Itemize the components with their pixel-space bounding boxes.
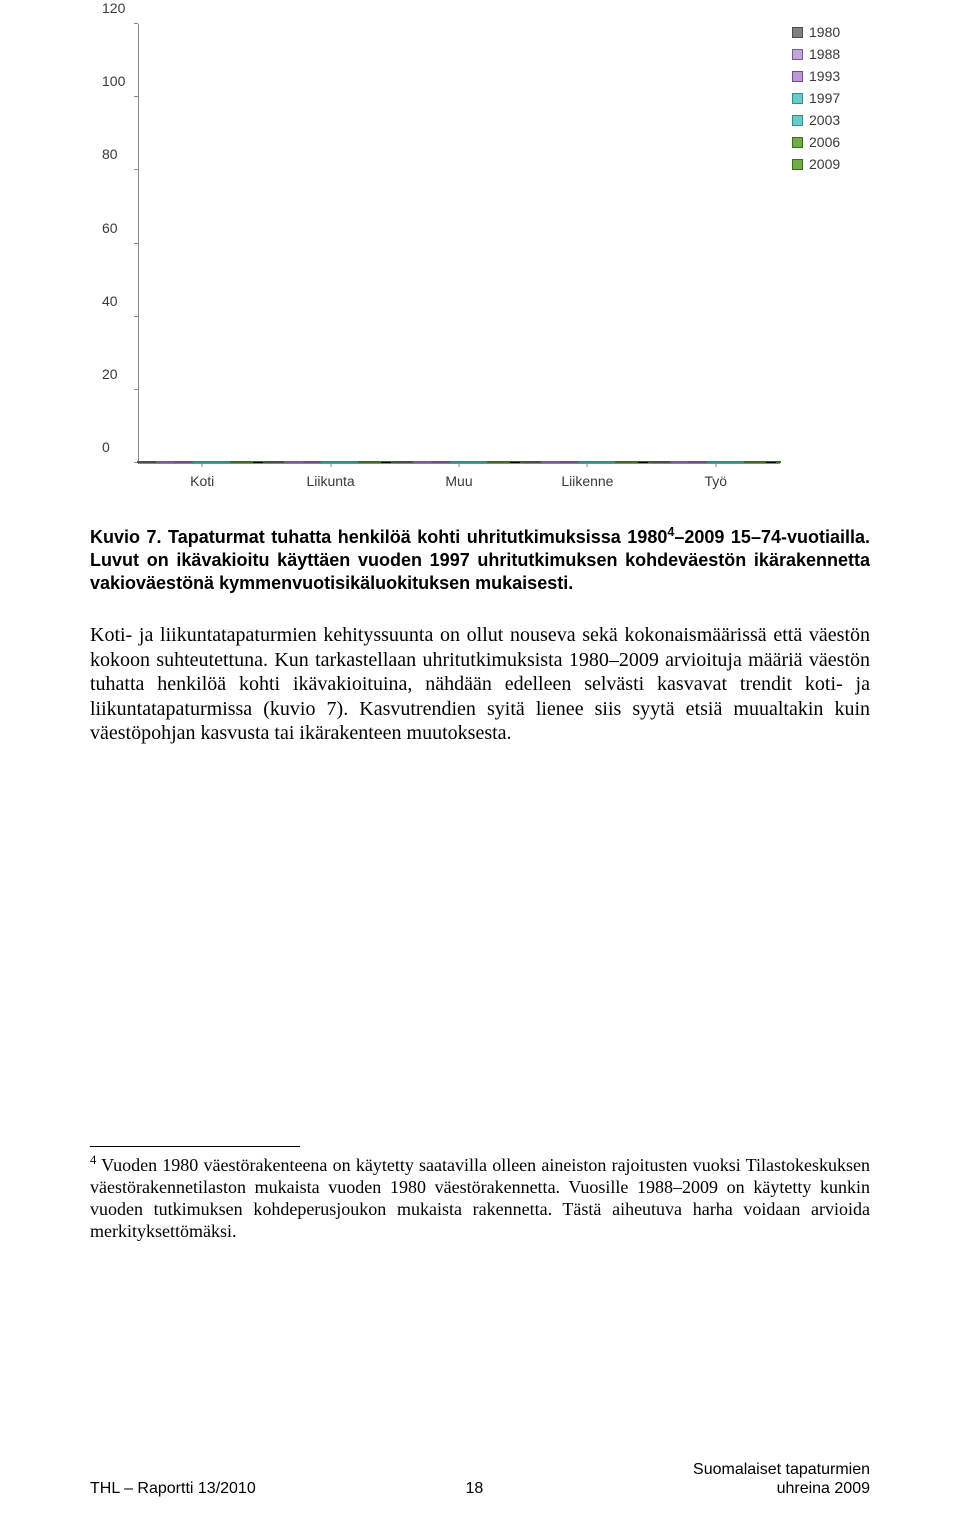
footer-page-number: 18 (256, 1480, 693, 1498)
x-axis-category-label: Koti (190, 473, 214, 489)
y-axis-tick-mark (134, 243, 138, 244)
footer-right: Suomalaiset tapaturmien uhreina 2009 (693, 1460, 870, 1498)
legend-item: 2006 (792, 134, 870, 150)
bar (303, 461, 322, 463)
y-axis-tick-label: 60 (102, 220, 118, 236)
page-footer: THL – Raportti 13/2010 18 Suomalaiset ta… (90, 1460, 870, 1498)
bar (523, 461, 542, 463)
bar (560, 461, 579, 463)
y-axis-tick-label: 0 (102, 439, 110, 455)
bar (340, 461, 359, 463)
error-cap (638, 462, 648, 463)
bar (284, 461, 303, 463)
bar (541, 461, 560, 463)
bar (156, 461, 175, 463)
chart-legend: 1980 1988 1993 1997 2003 2006 2009 (792, 24, 870, 178)
footer-left: THL – Raportti 13/2010 (90, 1480, 256, 1498)
x-axis-category-label: Liikunta (306, 473, 354, 489)
legend-swatch (792, 159, 803, 170)
bar (688, 461, 707, 463)
bar (468, 461, 487, 463)
x-axis-category-label: Työ (705, 473, 728, 489)
error-cap (381, 462, 391, 463)
x-axis-tick-mark (715, 463, 716, 467)
bar (394, 461, 413, 463)
error-cap (510, 462, 520, 463)
caption-body: Tapaturmat tuhatta henkilöä kohti uhritu… (90, 527, 870, 593)
bar (487, 461, 506, 463)
caption-prefix: Kuvio 7. (90, 527, 168, 547)
legend-label: 1993 (809, 68, 840, 84)
bar (597, 461, 616, 463)
bar (174, 461, 193, 463)
y-axis-tick-mark (134, 23, 138, 24)
legend-swatch (792, 71, 803, 82)
bar (413, 461, 432, 463)
x-axis-tick-mark (330, 463, 331, 467)
legend-swatch (792, 49, 803, 60)
legend-swatch (792, 27, 803, 38)
y-axis-tick-label: 20 (102, 366, 118, 382)
legend-swatch (792, 137, 803, 148)
legend-label: 2009 (809, 156, 840, 172)
y-axis-tick-mark (134, 169, 138, 170)
y-axis-tick-label: 120 (102, 0, 125, 16)
footnote-separator (90, 1146, 300, 1147)
legend-label: 1997 (809, 90, 840, 106)
legend-label: 2003 (809, 112, 840, 128)
legend-label: 2006 (809, 134, 840, 150)
error-cap (253, 462, 263, 463)
y-axis-tick-label: 80 (102, 146, 118, 162)
figure-caption: Kuvio 7. Tapaturmat tuhatta henkilöä koh… (90, 524, 870, 595)
bar (651, 461, 670, 463)
bar (725, 461, 744, 463)
body-paragraph: Koti- ja liikuntatapaturmien kehityssuun… (90, 623, 870, 746)
bar (230, 461, 249, 463)
legend-item: 1980 (792, 24, 870, 40)
legend-item: 1993 (792, 68, 870, 84)
bar (744, 461, 763, 463)
footnote-body: Vuoden 1980 väestörakenteena on käytetty… (90, 1155, 870, 1241)
bar (670, 461, 689, 463)
x-axis-tick-mark (459, 463, 460, 467)
bar (266, 461, 285, 463)
y-axis-tick-label: 100 (102, 73, 125, 89)
x-axis-tick-mark (587, 463, 588, 467)
legend-item: 1997 (792, 90, 870, 106)
legend-item: 1988 (792, 46, 870, 62)
error-cap (766, 462, 776, 463)
y-axis-tick-mark (134, 316, 138, 317)
legend-label: 1980 (809, 24, 840, 40)
legend-label: 1988 (809, 46, 840, 62)
x-axis-tick-mark (202, 463, 203, 467)
y-axis-tick-label: 40 (102, 293, 118, 309)
bar-chart: 020406080100120KotiLiikuntaMuuLiikenneTy… (90, 24, 870, 514)
legend-swatch (792, 115, 803, 126)
legend-swatch (792, 93, 803, 104)
y-axis-tick-mark (134, 389, 138, 390)
x-axis-category-label: Liikenne (561, 473, 613, 489)
x-axis-category-label: Muu (445, 473, 472, 489)
y-axis-line (138, 24, 139, 463)
y-axis-tick-mark (134, 96, 138, 97)
bar (358, 461, 377, 463)
bar (211, 461, 230, 463)
bar (615, 461, 634, 463)
legend-item: 2009 (792, 156, 870, 172)
legend-item: 2003 (792, 112, 870, 128)
chart-plot-area: 020406080100120KotiLiikuntaMuuLiikenneTy… (138, 24, 780, 464)
footnote-text: 4 Vuoden 1980 väestörakenteena on käytet… (90, 1153, 870, 1243)
bar (431, 461, 450, 463)
bar (137, 461, 156, 463)
